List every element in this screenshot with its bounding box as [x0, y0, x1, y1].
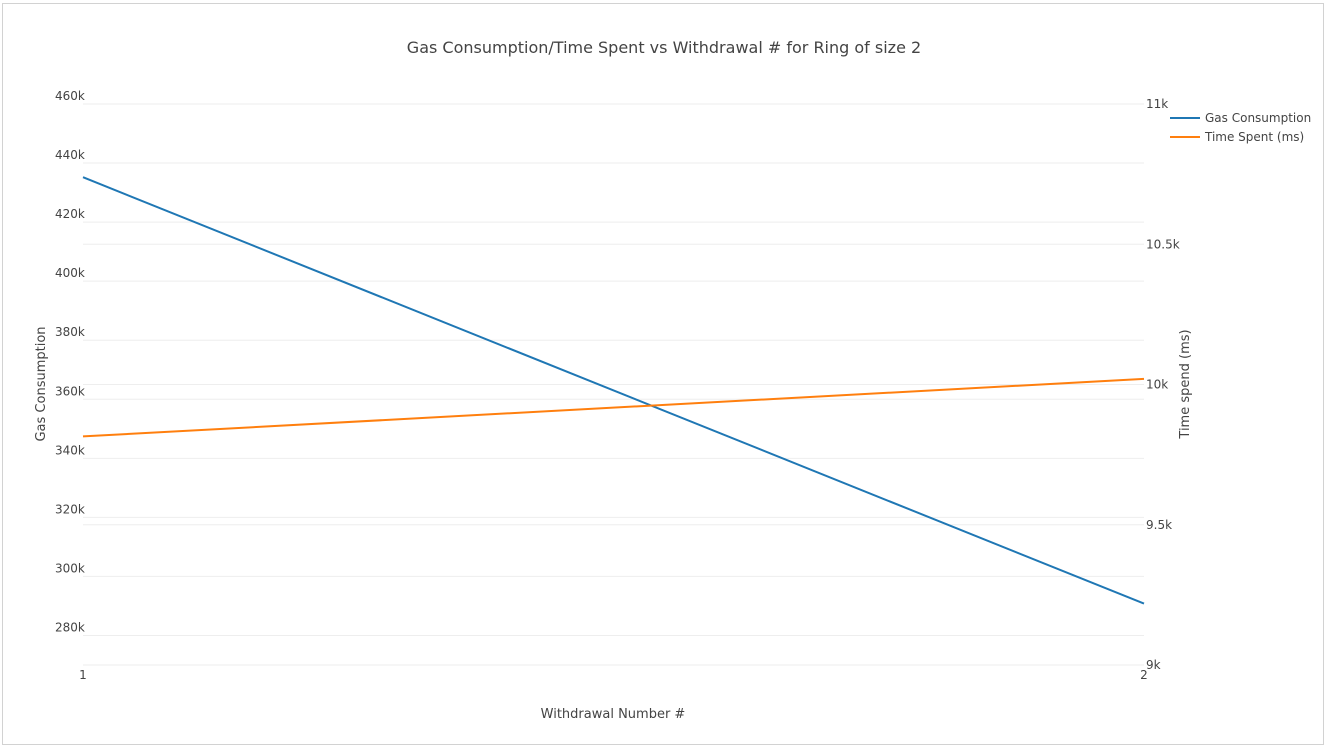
y-tick-label: 300k [55, 561, 85, 575]
y2-axis-ticks: 9k 9.5k 10k 10.5k 11k [1146, 97, 1180, 672]
y-tick-label: 340k [55, 443, 85, 457]
x-tick-label: 1 [79, 668, 87, 682]
y-tick-label: 460k [55, 89, 85, 103]
x-tick-label: 2 [1140, 668, 1148, 682]
y-tick-label: 420k [55, 207, 85, 221]
y-tick-label: 360k [55, 384, 85, 398]
y2-tick-label: 11k [1146, 97, 1168, 111]
legend[interactable]: Gas Consumption Time Spent (ms) [1170, 111, 1311, 144]
gridlines [83, 103, 1144, 666]
y2-tick-label: 10k [1146, 378, 1168, 392]
x-axis-title: Withdrawal Number # [541, 707, 686, 722]
chart-title: Gas Consumption/Time Spent vs Withdrawal… [407, 38, 921, 57]
y-tick-label: 400k [55, 266, 85, 280]
y-tick-label: 440k [55, 148, 85, 162]
legend-item-gas-consumption[interactable]: Gas Consumption [1170, 111, 1311, 125]
y-tick-label: 280k [55, 620, 85, 634]
y2-tick-label: 10.5k [1146, 237, 1180, 251]
y-axis-ticks: 280k 300k 320k 340k 360k 380k 400k 420k 440k 460k [55, 89, 85, 634]
legend-label-time-spent: Time Spent (ms) [1204, 130, 1304, 144]
series-line-time-spent-ms [82, 377, 1145, 438]
y2-tick-label: 9k [1146, 658, 1161, 672]
series-line-gas-consumption [82, 176, 1145, 605]
y-axis-title: Gas Consumption [34, 326, 49, 441]
y-tick-label: 380k [55, 325, 85, 339]
series-lines [82, 176, 1145, 605]
chart-frame [2, 3, 1324, 745]
y2-tick-label: 9.5k [1146, 518, 1172, 532]
y2-axis-title: Time spend (ms) [1178, 329, 1193, 439]
legend-item-time-spent[interactable]: Time Spent (ms) [1170, 130, 1304, 144]
y-tick-label: 320k [55, 502, 85, 516]
legend-label-gas-consumption: Gas Consumption [1205, 111, 1311, 125]
